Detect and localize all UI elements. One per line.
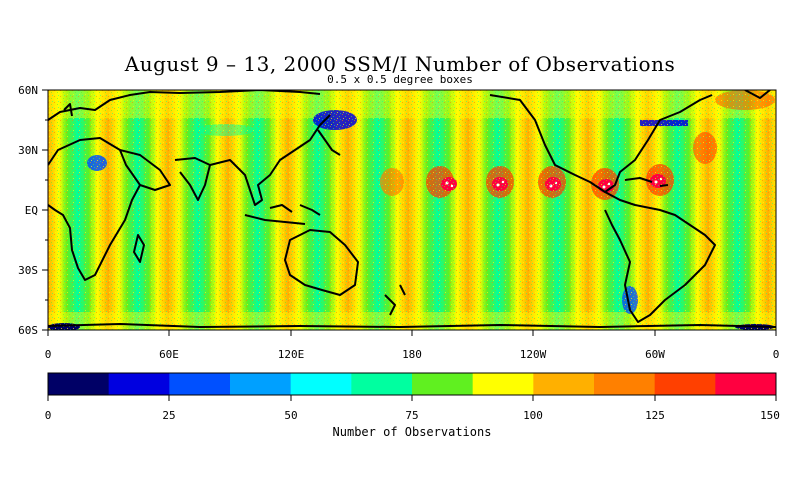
lon-label-180: 180 bbox=[402, 348, 422, 361]
lat-label-eq: EQ bbox=[25, 204, 38, 217]
coastlines bbox=[48, 90, 776, 328]
lat-label-30s: 30S bbox=[18, 264, 38, 277]
colorbar-label: Number of Observations bbox=[333, 425, 492, 439]
lon-label-120w: 120W bbox=[520, 348, 547, 361]
lon-label-0: 0 bbox=[45, 348, 52, 361]
colorbar-tick-100: 100 bbox=[523, 409, 543, 422]
colorbar-tick-25: 25 bbox=[162, 409, 175, 422]
colorbar-segment bbox=[472, 373, 534, 395]
colorbar-tick-125: 125 bbox=[645, 409, 665, 422]
colorbar-segment bbox=[290, 373, 352, 395]
colorbar bbox=[48, 373, 777, 395]
colorbar-tick-50: 50 bbox=[284, 409, 297, 422]
colorbar-ticks bbox=[47, 395, 777, 401]
lon-label-60w: 60W bbox=[645, 348, 665, 361]
latitude-axis bbox=[42, 89, 48, 331]
map-subtitle: 0.5 x 0.5 degree boxes bbox=[327, 73, 473, 86]
colorbar-segment bbox=[594, 373, 656, 395]
colorbar-segment bbox=[351, 373, 413, 395]
colorbar-segment bbox=[169, 373, 231, 395]
colorbar-segment bbox=[654, 373, 716, 395]
lon-label-120e: 120E bbox=[278, 348, 305, 361]
colorbar-segment bbox=[48, 373, 110, 395]
colorbar-tick-150: 150 bbox=[760, 409, 780, 422]
lon-label-60e: 60E bbox=[159, 348, 179, 361]
lon-label-0-east: 0 bbox=[773, 348, 780, 361]
colorbar-segment bbox=[715, 373, 777, 395]
lat-label-60n: 60N bbox=[18, 84, 38, 97]
map-title: August 9 – 13, 2000 SSM/I Number of Obse… bbox=[124, 52, 676, 76]
lat-label-60s: 60S bbox=[18, 324, 38, 337]
longitude-axis bbox=[47, 330, 777, 336]
observation-field bbox=[48, 90, 776, 330]
colorbar-tick-75: 75 bbox=[405, 409, 418, 422]
colorbar-segment bbox=[108, 373, 170, 395]
lat-label-30n: 30N bbox=[18, 144, 38, 157]
colorbar-segment bbox=[412, 373, 474, 395]
colorbar-segment bbox=[230, 373, 292, 395]
colorbar-segment bbox=[533, 373, 595, 395]
colorbar-tick-0: 0 bbox=[45, 409, 52, 422]
